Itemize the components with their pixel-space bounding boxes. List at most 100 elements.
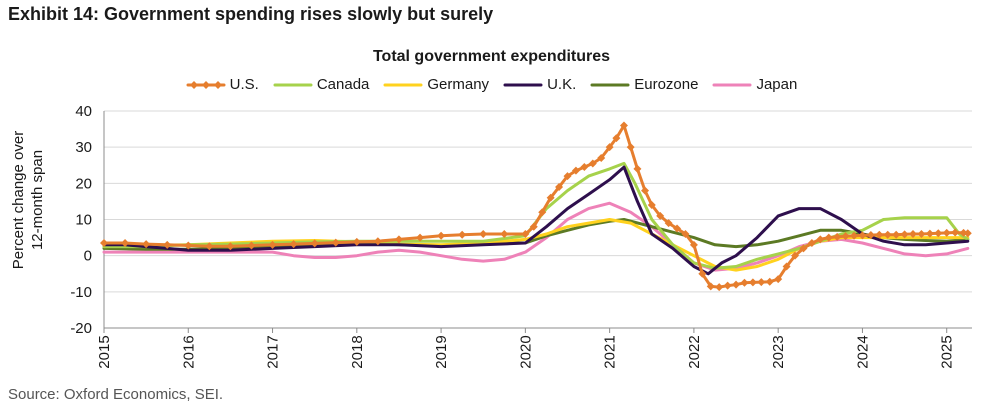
series-us [100, 121, 972, 292]
y-tick-label: 10 [75, 212, 92, 229]
data-point-marker [538, 208, 547, 217]
data-point-marker [706, 282, 715, 291]
data-point-marker [799, 244, 808, 253]
legend-label: U.K. [547, 76, 577, 93]
data-point-marker [331, 238, 340, 247]
x-tick-label: 2015 [96, 335, 113, 368]
data-point-marker [597, 154, 606, 163]
y-axis-title-line-1: Percent change over [10, 131, 27, 269]
y-tick-label: 30 [75, 139, 92, 156]
data-point-marker [900, 230, 909, 239]
data-point-marker [100, 239, 108, 248]
legend-item-uk: U.K. [503, 76, 576, 93]
legend-swatch [186, 80, 226, 89]
data-point-marker [184, 241, 193, 250]
x-tick-label: 2025 [939, 335, 956, 368]
data-point-marker [748, 278, 757, 287]
legend-swatch [503, 83, 543, 86]
y-tick-label: 20 [75, 175, 92, 192]
data-point-marker [521, 229, 530, 238]
data-point-marker [373, 237, 382, 246]
data-point-marker [647, 201, 656, 210]
legend-item-japan: Japan [712, 76, 797, 93]
series-line-us [102, 124, 970, 289]
data-point-marker [563, 172, 572, 181]
data-point-marker [917, 229, 926, 238]
data-point-marker [289, 240, 298, 249]
chart-title: Total government expenditures [372, 48, 611, 65]
data-point-marker [858, 231, 867, 240]
data-point-marker [875, 230, 884, 239]
data-point-marker [205, 242, 214, 251]
data-point-marker [416, 233, 425, 242]
line-chart: -20 -10 0 10 20 30 40 2015 2016 2017 2018 2019 2020 2… [10, 103, 972, 369]
legend-item-canada: Canada [273, 76, 370, 93]
data-point-marker [689, 240, 698, 249]
source-note: Source: Oxford Economics, SEI. [8, 386, 224, 403]
series-lines [100, 121, 972, 292]
data-point-marker [715, 283, 724, 292]
series-line-uk [102, 165, 970, 276]
data-point-marker [757, 278, 766, 287]
data-point-marker [934, 229, 943, 238]
data-point-marker [774, 275, 783, 284]
data-point-marker [641, 186, 650, 195]
data-point-marker [479, 229, 488, 238]
legend-label: Eurozone [634, 76, 699, 93]
legend-label: Japan [756, 76, 798, 93]
data-point-marker [605, 143, 614, 152]
data-point-marker [833, 232, 842, 241]
data-point-marker [588, 159, 597, 168]
data-point-marker [458, 230, 467, 239]
x-tick-label: 2016 [180, 335, 197, 368]
data-point-marker [850, 231, 859, 240]
legend-item-us: U.S. [186, 76, 259, 93]
legend-label: Canada [316, 76, 370, 93]
data-point-marker [142, 240, 151, 249]
data-point-marker [226, 242, 235, 251]
data-point-marker [619, 121, 628, 130]
data-point-marker [791, 251, 800, 260]
data-point-marker [163, 240, 172, 249]
data-point-marker [437, 231, 446, 240]
data-point-marker [612, 134, 621, 143]
x-tick-label: 2018 [349, 335, 366, 368]
data-point-marker [633, 164, 642, 173]
data-point-marker [816, 235, 825, 244]
x-tick-label: 2020 [517, 335, 534, 368]
data-point-marker [247, 241, 256, 250]
y-tick-label: -20 [70, 320, 92, 337]
data-point-marker [765, 277, 774, 286]
data-point-marker [352, 237, 361, 246]
legend-swatch [590, 83, 630, 86]
data-point-marker [681, 229, 690, 238]
data-point-marker [892, 230, 901, 239]
y-tick-label: 40 [75, 103, 92, 120]
data-point-marker [529, 222, 538, 231]
data-point-marker [664, 219, 673, 228]
data-point-marker [909, 229, 918, 238]
legend-label: Germany [427, 76, 490, 93]
data-point-marker [824, 233, 833, 242]
legend-item-eurozone: Eurozone [590, 76, 698, 93]
data-point-marker [732, 280, 741, 289]
axes: -20 -10 0 10 20 30 40 2015 2016 2017 2018 2019 2020 2… [70, 103, 972, 369]
data-point-marker [866, 231, 875, 240]
data-point-marker [580, 163, 589, 172]
legend-item-germany: Germany [383, 76, 489, 93]
x-tick-label: 2021 [602, 335, 619, 368]
data-point-marker [883, 230, 892, 239]
data-point-marker [951, 228, 960, 237]
data-point-marker [571, 166, 580, 175]
data-point-marker [782, 262, 791, 271]
x-tick-label: 2024 [854, 335, 871, 368]
data-point-marker [121, 239, 130, 248]
data-point-marker [673, 224, 682, 233]
data-point-marker [807, 239, 816, 248]
x-tick-label: 2017 [265, 335, 282, 368]
data-point-marker [394, 235, 403, 244]
legend-label: U.S. [229, 76, 259, 93]
data-point-marker [626, 143, 635, 152]
data-point-marker [310, 239, 319, 248]
data-point-marker [942, 228, 951, 237]
